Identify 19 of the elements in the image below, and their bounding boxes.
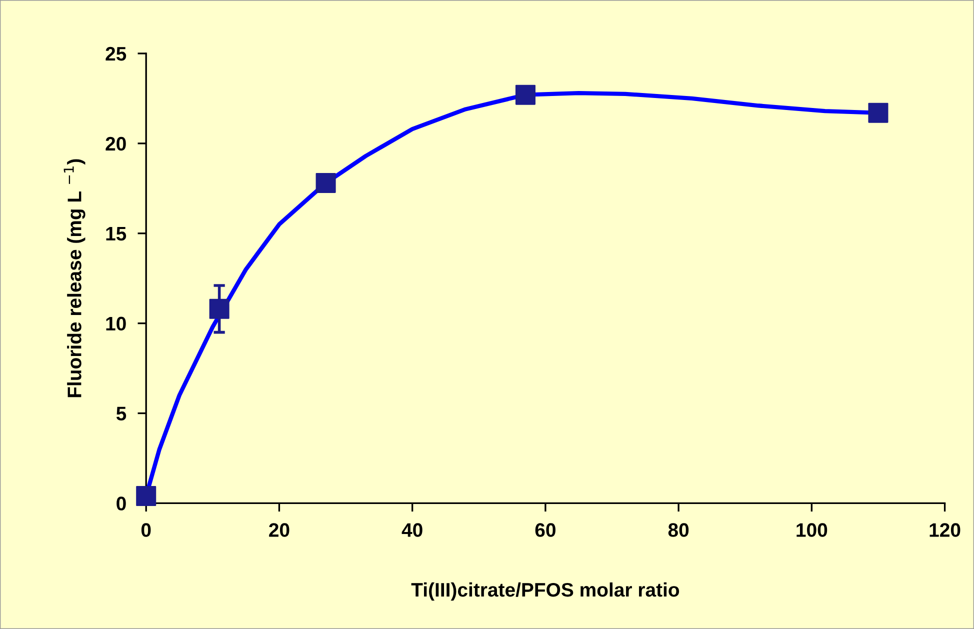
point	[316, 172, 336, 193]
point	[136, 486, 156, 506]
x-tick-label: 60	[535, 523, 556, 537]
x-tick-label: 0	[141, 523, 151, 537]
y-tick-label: 25	[106, 46, 126, 61]
point	[868, 102, 888, 123]
x-tick-label: 40	[402, 523, 422, 537]
y-tick-label: 0	[116, 496, 126, 510]
y-tick-label: 5	[116, 406, 126, 420]
x-tick-label: 80	[668, 523, 689, 537]
x-axis-title: Ti(III)citrate/PFOS molar ratio	[411, 582, 680, 601]
x-tick-label: 20	[269, 523, 290, 537]
y-tick-label: 15	[106, 227, 126, 241]
y-tick-label: 20	[106, 136, 126, 151]
point	[515, 84, 536, 105]
y-axis-title: Fluoride release (mg L $^{−1}$)	[64, 159, 86, 398]
y-tick-label: 10	[106, 316, 126, 331]
x-tick-label: 120	[930, 523, 960, 537]
x-tick-label: 100	[796, 523, 828, 537]
